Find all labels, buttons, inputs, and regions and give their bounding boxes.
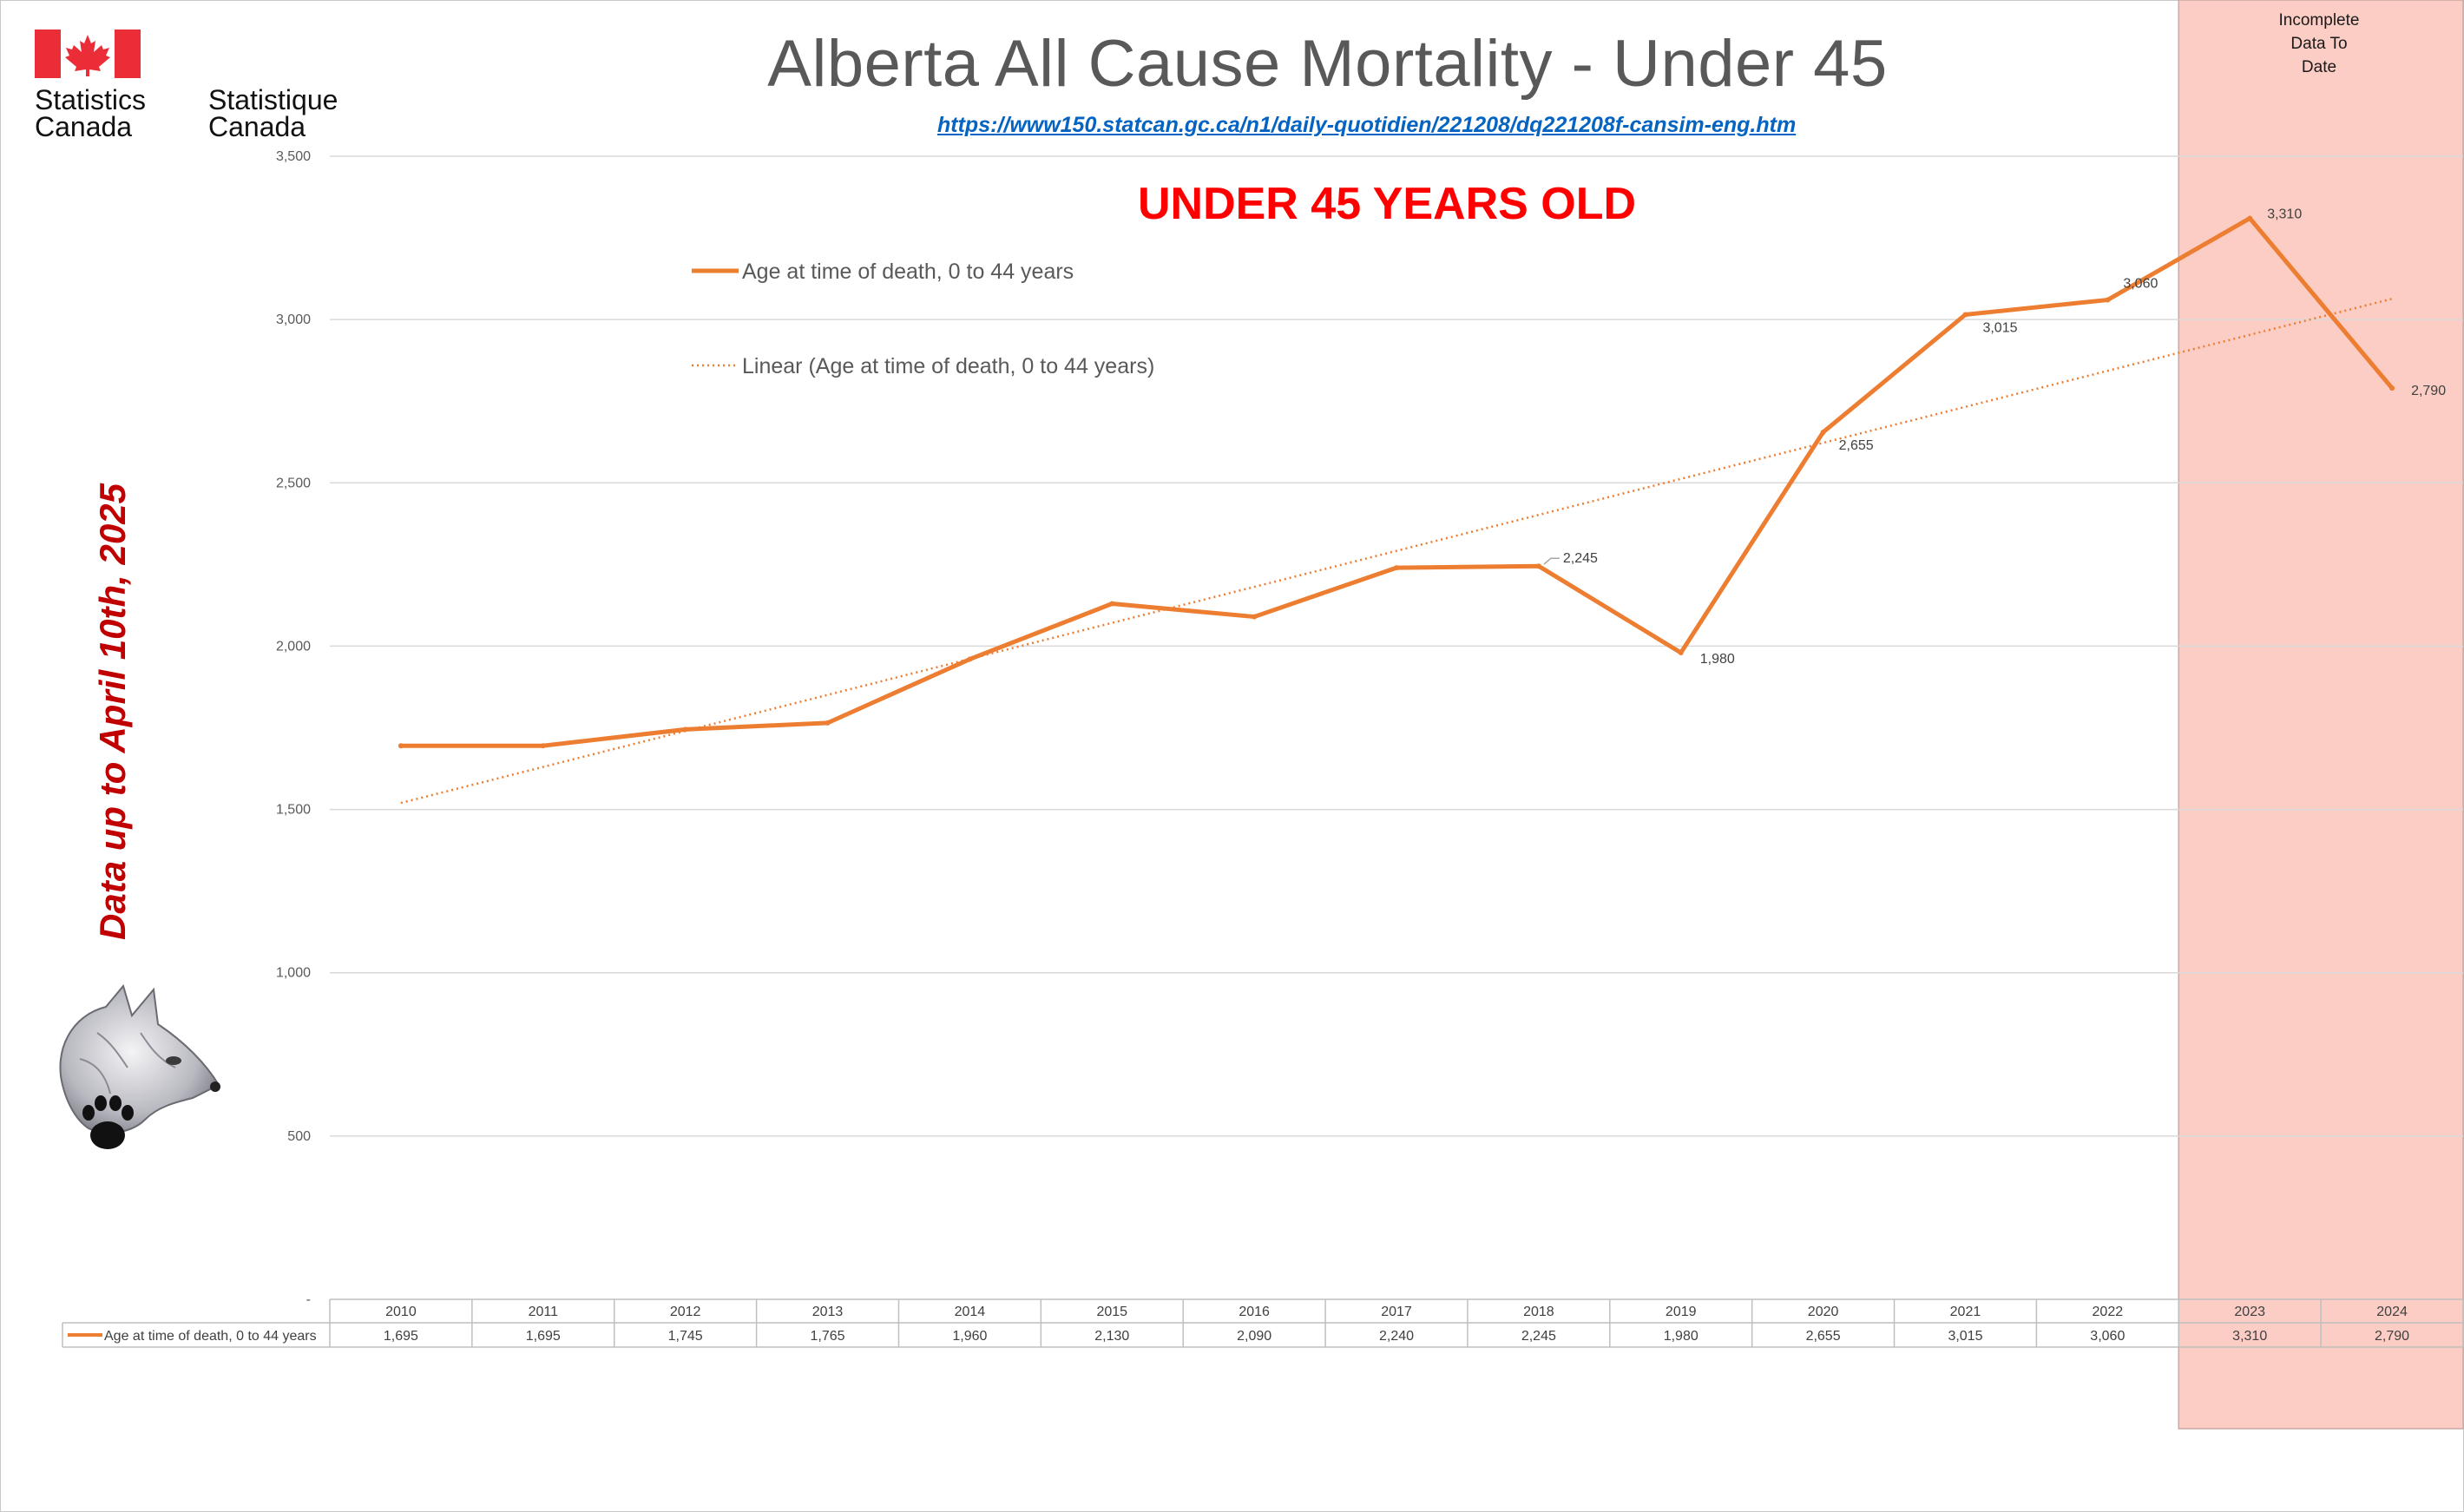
table-value-cell: 1,960 — [952, 1329, 987, 1344]
page-title: Alberta All Cause Mortality - Under 45 — [767, 27, 1888, 101]
table-value-cell: 3,310 — [2232, 1329, 2267, 1344]
data-label-leader — [1543, 557, 1560, 565]
data-point — [1820, 429, 1826, 435]
table-value-cell: 1,695 — [526, 1329, 561, 1344]
x-tick-label: 2010 — [385, 1305, 417, 1319]
series-line — [400, 215, 2394, 748]
table-value-cell: 2,090 — [1237, 1329, 1271, 1344]
logo-en-line2: Canada — [35, 111, 133, 142]
y-tick-label: 1,500 — [276, 803, 311, 818]
data-point — [1678, 649, 1684, 655]
data-point — [1109, 601, 1115, 607]
data-point — [1962, 312, 1968, 318]
table-value-cell: 1,765 — [811, 1329, 845, 1344]
legend-trend-label: Linear (Age at time of death, 0 to 44 ye… — [742, 354, 1154, 378]
x-tick-label: 2021 — [1950, 1305, 1981, 1319]
data-point — [967, 656, 973, 662]
table-value-cell: 3,060 — [2090, 1329, 2125, 1344]
x-tick-label: 2011 — [529, 1305, 559, 1319]
data-point — [682, 726, 688, 733]
incomplete-data-label: Incomplete — [2279, 11, 2360, 30]
table-value-cell: 1,695 — [384, 1329, 418, 1344]
data-label: 3,060 — [2123, 277, 2158, 292]
incomplete-data-region — [2178, 0, 2464, 1430]
data-point — [540, 743, 546, 749]
incomplete-data-label: Date — [2302, 58, 2336, 76]
table-value-cell: 2,655 — [1806, 1329, 1841, 1344]
table-value-cell: 2,245 — [1521, 1329, 1556, 1344]
data-point — [825, 720, 831, 726]
table-value-cell: 1,980 — [1664, 1329, 1699, 1344]
data-label: 2,245 — [1563, 551, 1598, 566]
table-value-cell: 3,015 — [1948, 1329, 1982, 1344]
y-tick-label: 500 — [287, 1129, 311, 1144]
data-point — [1394, 565, 1399, 571]
incomplete-data-label: Data To — [2290, 35, 2347, 53]
y-tick-label: 2,000 — [276, 639, 311, 654]
statistics-canada-logo: Statistics Canada Statistique Canada — [35, 30, 382, 142]
x-tick-label: 2024 — [2376, 1305, 2408, 1319]
table-value-cell: 2,790 — [2375, 1329, 2409, 1344]
logo-fr-line2: Canada — [208, 111, 306, 142]
source-link[interactable]: https://www150.statcan.gc.ca/n1/daily-qu… — [937, 113, 1797, 137]
table-value-cell: 1,745 — [668, 1329, 703, 1344]
x-tick-label: 2023 — [2234, 1305, 2265, 1319]
x-tick-label: 2020 — [1808, 1305, 1839, 1319]
x-tick-label: 2012 — [670, 1305, 701, 1319]
data-label: 3,310 — [2267, 207, 2302, 221]
data-point — [2105, 297, 2111, 303]
logo-fr-line1: Statistique — [208, 84, 338, 115]
x-tick-label: 2014 — [955, 1305, 986, 1319]
under-45-annotation: UNDER 45 YEARS OLD — [1138, 179, 1636, 229]
data-point — [2247, 215, 2253, 221]
wolf-logo-icon — [45, 981, 227, 1163]
x-tick-label: 2019 — [1666, 1305, 1697, 1319]
y-tick-label: 1,000 — [276, 966, 311, 981]
data-point — [398, 743, 404, 749]
data-point — [1252, 614, 1258, 620]
data-point — [1535, 563, 1541, 569]
x-tick-label: 2018 — [1523, 1305, 1554, 1319]
y-tick-label: - — [306, 1292, 311, 1307]
y-tick-label: 3,000 — [276, 312, 311, 327]
table-value-cell: 2,240 — [1379, 1329, 1414, 1344]
x-tick-label: 2016 — [1239, 1305, 1270, 1319]
x-tick-label: 2015 — [1096, 1305, 1127, 1319]
table-row-label: Age at time of death, 0 to 44 years — [104, 1329, 317, 1344]
logo-en-line1: Statistics — [35, 84, 147, 115]
x-tick-label: 2017 — [1381, 1305, 1412, 1319]
data-point — [2389, 385, 2395, 391]
table-value-cell: 2,130 — [1094, 1329, 1129, 1344]
linear-trendline — [400, 298, 2393, 805]
y-tick-label: 2,500 — [276, 476, 311, 490]
canada-flag-icon — [35, 30, 141, 78]
legend-series-label: Age at time of death, 0 to 44 years — [742, 260, 1074, 284]
x-tick-label: 2013 — [812, 1305, 844, 1319]
data-label: 3,015 — [1982, 320, 2017, 335]
y-tick-label: 3,500 — [276, 149, 311, 164]
data-label: 2,655 — [1839, 438, 1874, 453]
data-label: 2,790 — [2411, 384, 2446, 398]
data-label: 1,980 — [1700, 652, 1735, 667]
x-tick-label: 2022 — [2093, 1305, 2124, 1319]
